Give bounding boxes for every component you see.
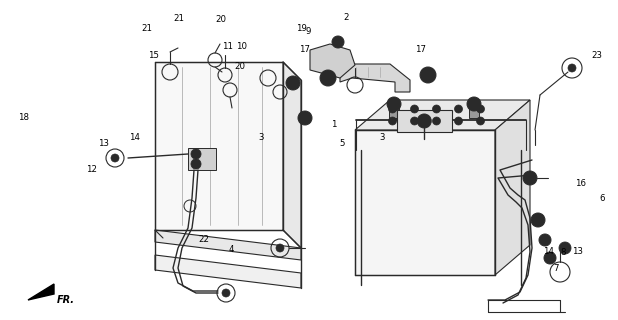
Circle shape [410,105,418,113]
Text: 20: 20 [216,15,227,24]
Text: 3: 3 [379,133,384,142]
Polygon shape [495,100,530,275]
Circle shape [559,242,571,254]
Text: 17: 17 [415,45,426,54]
Text: 4: 4 [229,245,234,254]
Polygon shape [188,148,216,170]
Circle shape [476,117,485,125]
Circle shape [420,67,436,83]
Text: 10: 10 [235,42,247,51]
Text: 1: 1 [331,120,336,129]
Text: 20: 20 [234,62,245,71]
Polygon shape [283,62,301,248]
Circle shape [544,252,556,264]
Text: 14: 14 [129,133,140,142]
Text: 7: 7 [554,264,559,273]
Circle shape [387,97,401,111]
Circle shape [389,105,397,113]
Text: 16: 16 [575,180,586,188]
Text: 11: 11 [222,42,233,51]
Circle shape [276,244,284,252]
Circle shape [433,117,441,125]
Polygon shape [310,44,355,78]
Polygon shape [155,62,283,230]
Text: 13: 13 [572,247,583,256]
Circle shape [454,117,462,125]
Circle shape [417,114,431,128]
Text: 12: 12 [86,165,97,174]
Circle shape [389,117,397,125]
Text: 23: 23 [591,52,602,60]
Polygon shape [28,284,54,300]
Polygon shape [155,230,301,260]
Circle shape [476,105,485,113]
Polygon shape [155,255,301,288]
Text: 19: 19 [296,24,307,33]
Text: 18: 18 [18,113,29,122]
Circle shape [410,117,418,125]
Circle shape [568,64,576,72]
Text: 9: 9 [305,28,310,36]
Circle shape [191,149,201,159]
Circle shape [286,76,300,90]
Text: 21: 21 [142,24,153,33]
Text: 22: 22 [198,235,210,244]
Text: 6: 6 [600,194,605,203]
Circle shape [433,105,441,113]
Polygon shape [355,100,530,130]
Circle shape [467,97,481,111]
Text: FR.: FR. [57,295,75,305]
Text: 3: 3 [258,133,263,142]
Circle shape [454,105,462,113]
Text: 21: 21 [174,14,185,23]
Polygon shape [397,110,452,132]
Polygon shape [389,104,399,118]
Text: 13: 13 [98,140,109,148]
Circle shape [332,36,344,48]
Circle shape [111,154,119,162]
Circle shape [191,159,201,169]
Text: 5: 5 [340,140,345,148]
Polygon shape [355,130,495,275]
Circle shape [539,234,551,246]
Text: 14: 14 [543,247,554,256]
Circle shape [523,171,537,185]
Polygon shape [469,104,479,118]
Text: 17: 17 [298,45,310,54]
Circle shape [320,70,336,86]
Circle shape [298,111,312,125]
Text: 2: 2 [344,13,349,22]
Circle shape [222,289,230,297]
Text: 8: 8 [561,248,566,257]
Circle shape [531,213,545,227]
Polygon shape [340,64,410,92]
Text: 15: 15 [148,52,159,60]
